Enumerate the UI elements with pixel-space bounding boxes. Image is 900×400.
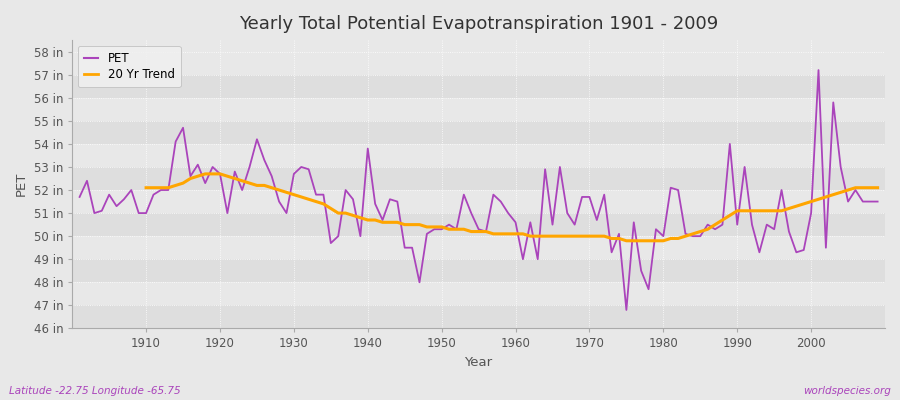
Title: Yearly Total Potential Evapotranspiration 1901 - 2009: Yearly Total Potential Evapotranspiratio… [239, 15, 718, 33]
Bar [72, 259, 885, 282]
Y-axis label: PET: PET [15, 172, 28, 196]
Text: worldspecies.org: worldspecies.org [803, 386, 891, 396]
Bar [72, 213, 885, 236]
Bar [72, 52, 885, 75]
Legend: PET, 20 Yr Trend: PET, 20 Yr Trend [78, 46, 181, 87]
Bar [72, 305, 885, 328]
Bar [72, 98, 885, 121]
Bar [72, 190, 885, 213]
Bar [72, 75, 885, 98]
Text: Latitude -22.75 Longitude -65.75: Latitude -22.75 Longitude -65.75 [9, 386, 181, 396]
Bar [72, 282, 885, 305]
X-axis label: Year: Year [464, 356, 492, 369]
Bar [72, 144, 885, 167]
Bar [72, 121, 885, 144]
Bar [72, 236, 885, 259]
Bar [72, 167, 885, 190]
